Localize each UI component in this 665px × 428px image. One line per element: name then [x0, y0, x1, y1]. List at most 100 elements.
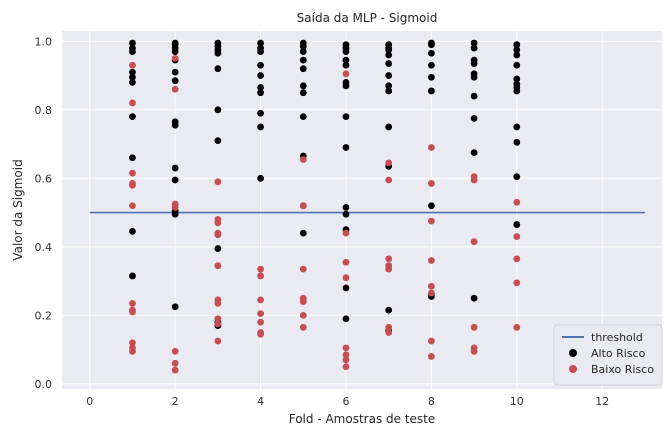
- data-point: [129, 154, 136, 162]
- data-point: [427, 217, 435, 225]
- data-point: [171, 176, 179, 184]
- data-point: [171, 366, 179, 374]
- data-point: [385, 176, 393, 184]
- data-point: [427, 257, 435, 264]
- data-point: [513, 221, 521, 228]
- data-point: [470, 238, 478, 246]
- data-point: [342, 351, 350, 359]
- data-point: [214, 106, 222, 114]
- data-point: [299, 82, 307, 90]
- data-point: [214, 337, 222, 345]
- data-point: [129, 99, 136, 107]
- data-point: [299, 156, 307, 163]
- data-point: [513, 87, 521, 95]
- data-point: [385, 51, 393, 59]
- data-point: [214, 219, 222, 227]
- data-point: [129, 339, 136, 347]
- data-point: [171, 164, 179, 172]
- data-point: [257, 123, 264, 131]
- data-point: [214, 320, 222, 328]
- data-point: [129, 39, 136, 47]
- data-point: [513, 46, 521, 54]
- data-point: [342, 70, 350, 78]
- data-point: [513, 323, 521, 331]
- data-point: [299, 43, 307, 50]
- data-points: [129, 39, 521, 374]
- legend-threshold-label: threshold: [591, 331, 643, 344]
- data-point: [470, 60, 478, 67]
- data-point: [342, 258, 350, 266]
- x-axis-title: Fold - Amostras de teste: [289, 412, 436, 426]
- data-point: [299, 113, 307, 121]
- data-point: [385, 123, 393, 131]
- data-point: [299, 229, 307, 237]
- data-point: [257, 89, 264, 97]
- data-point: [470, 176, 478, 184]
- data-point: [171, 68, 179, 76]
- data-point: [513, 51, 521, 59]
- data-point: [385, 306, 393, 314]
- data-point: [470, 73, 478, 81]
- x-tick-label: 6: [342, 395, 349, 408]
- data-point: [171, 55, 179, 62]
- data-point: [342, 229, 350, 237]
- data-point: [129, 299, 136, 307]
- data-point: [427, 87, 435, 95]
- data-point: [385, 60, 393, 67]
- data-point: [342, 48, 350, 55]
- data-point: [470, 92, 478, 100]
- data-point: [257, 296, 264, 304]
- data-point: [470, 149, 478, 157]
- data-point: [470, 114, 478, 122]
- data-point: [385, 265, 393, 273]
- data-point: [257, 272, 264, 280]
- x-tick-label: 0: [86, 395, 93, 408]
- data-point: [257, 265, 264, 273]
- data-point: [299, 48, 307, 55]
- legend-alto-risco-marker: [569, 349, 577, 357]
- data-point: [129, 73, 136, 81]
- data-point: [513, 61, 521, 69]
- data-point: [470, 44, 478, 52]
- data-point: [214, 178, 222, 186]
- x-axis-ticks: 0 2 4 6 8 10 12: [86, 395, 609, 408]
- data-point: [257, 61, 264, 69]
- data-point: [257, 310, 264, 318]
- data-point: [299, 265, 307, 273]
- legend: threshold Alto Risco Baixo Risco: [553, 324, 663, 386]
- data-point: [171, 48, 179, 55]
- data-point: [214, 299, 222, 307]
- data-point: [171, 210, 179, 218]
- legend-alto-risco-label: Alto Risco: [591, 347, 646, 360]
- data-point: [427, 73, 435, 81]
- data-point: [129, 48, 136, 55]
- data-point: [342, 82, 350, 90]
- data-point: [427, 49, 435, 57]
- data-point: [342, 274, 350, 282]
- data-point: [214, 231, 222, 239]
- data-point: [214, 245, 222, 252]
- data-point: [385, 323, 393, 331]
- data-point: [299, 89, 307, 97]
- data-point: [427, 289, 435, 297]
- y-tick-label: 0.8: [35, 104, 53, 117]
- data-point: [129, 347, 136, 355]
- data-point: [427, 202, 435, 210]
- data-point: [342, 284, 350, 292]
- data-point: [129, 181, 136, 189]
- data-point: [257, 109, 264, 117]
- y-tick-label: 0.6: [35, 172, 53, 185]
- data-point: [129, 272, 136, 280]
- data-point: [214, 49, 222, 57]
- data-point: [470, 347, 478, 355]
- data-point: [385, 72, 393, 79]
- data-point: [171, 347, 179, 355]
- data-point: [129, 78, 136, 86]
- data-point: [129, 308, 136, 316]
- data-point: [299, 298, 307, 306]
- data-point: [299, 202, 307, 210]
- data-point: [299, 56, 307, 64]
- data-point: [513, 255, 521, 263]
- data-point: [214, 137, 222, 145]
